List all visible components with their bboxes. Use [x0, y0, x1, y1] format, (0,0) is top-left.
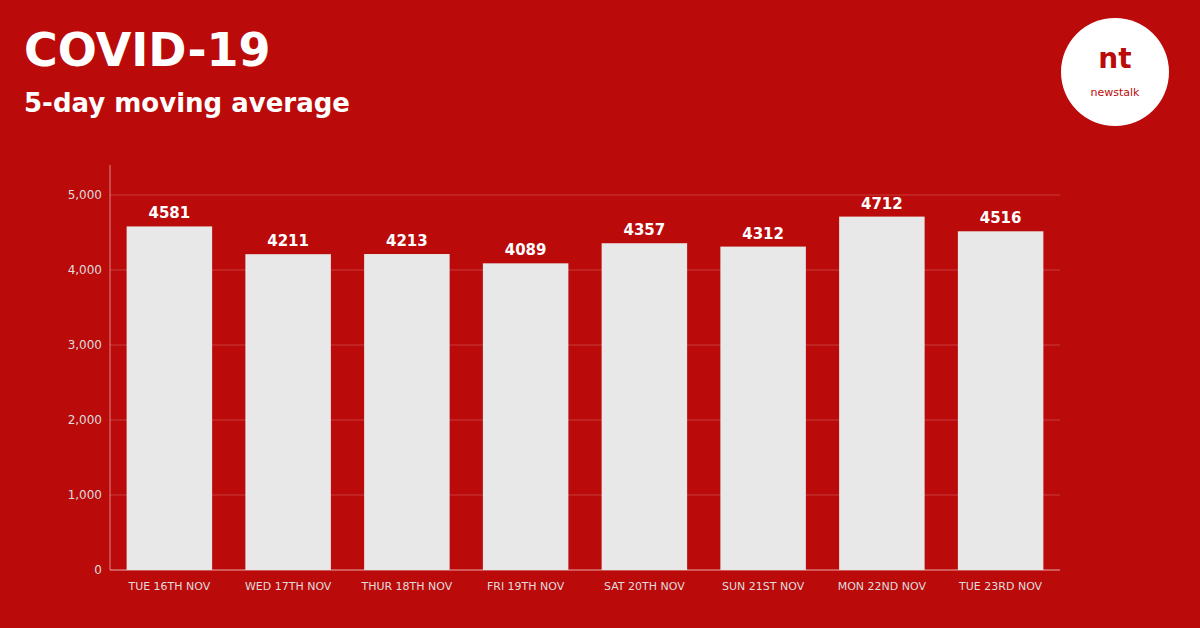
y-tick-label: 1,000	[68, 488, 102, 502]
y-axis-line	[110, 165, 111, 570]
bar	[127, 226, 213, 570]
bar	[245, 254, 331, 570]
subtitle: 5-day moving average	[24, 88, 350, 118]
x-tick-label: THUR 18TH NOV	[360, 580, 452, 593]
bar	[602, 243, 688, 570]
data-label: 4357	[624, 221, 666, 239]
bar	[483, 263, 569, 570]
data-label: 4211	[267, 232, 309, 250]
bars	[127, 217, 1044, 570]
title: COVID-19	[24, 23, 271, 77]
data-label: 4712	[861, 195, 903, 213]
x-tick-label: WED 17TH NOV	[245, 580, 332, 593]
data-label: 4516	[980, 209, 1022, 227]
bar	[839, 217, 925, 570]
y-tick-label: 0	[94, 563, 102, 577]
x-tick-label: MON 22ND NOV	[838, 580, 927, 593]
y-tick-label: 4,000	[68, 263, 102, 277]
x-tick-label: TUE 23RD NOV	[958, 580, 1043, 593]
bar	[720, 247, 806, 570]
x-tick-label: SUN 21ST NOV	[722, 580, 805, 593]
data-label: 4213	[386, 232, 428, 250]
annotation: nt	[1098, 42, 1131, 75]
data-label: 4581	[149, 204, 191, 222]
x-tick-label: TUE 16TH NOV	[127, 580, 210, 593]
annotation: newstalk	[1091, 86, 1141, 99]
grid-line	[110, 195, 1060, 196]
y-axis: 0 1,000 2,000 3,000 4,000 5,000	[68, 188, 1060, 577]
data-label: 4089	[505, 241, 547, 259]
y-tick-label: 3,000	[68, 338, 102, 352]
background	[0, 0, 1200, 628]
y-tick-label: 2,000	[68, 413, 102, 427]
labels: 4581 TUE 16TH NOV 4211 WED 17TH NOV 4213 THUR…	[127, 195, 1042, 593]
logo-circle	[1061, 18, 1169, 126]
bar	[364, 254, 450, 570]
x-tick-label: SAT 20TH NOV	[604, 580, 685, 593]
x-tick-label: FRI 19TH NOV	[487, 580, 565, 593]
y-tick-label: 5,000	[68, 188, 102, 202]
chart-svg: COVID-19 5-day moving average nt newstalk 0 1…	[0, 0, 1200, 628]
bar	[958, 231, 1044, 570]
logo: nt newstalk	[1061, 18, 1169, 126]
data-label: 4312	[742, 225, 784, 243]
chart-container: COVID-19 5-day moving average nt newstalk 0 1…	[0, 0, 1200, 628]
